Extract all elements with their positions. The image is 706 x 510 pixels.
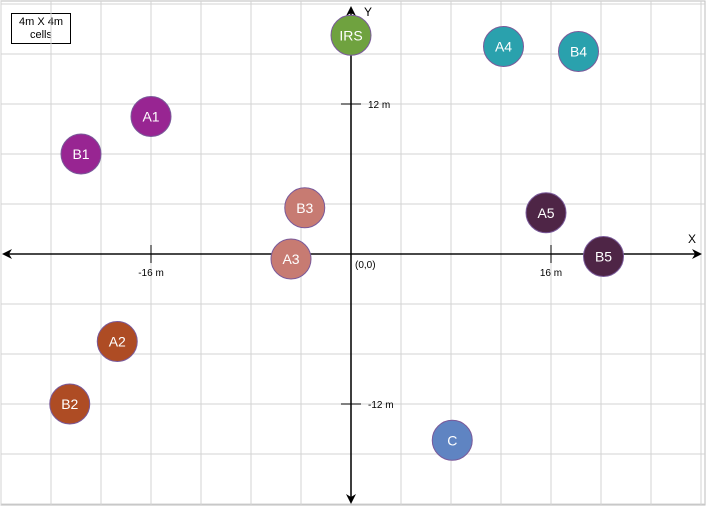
node-label: IRS <box>339 27 362 43</box>
legend-line-1: 4m X 4m <box>18 16 63 28</box>
x-tick-label: -16 m <box>138 268 164 279</box>
node-markers: IRS A4 B4 A1 B1 B3 A3 A5 B5 A2 B2 C <box>49 14 624 461</box>
node-label: A3 <box>282 251 299 267</box>
node-label: B1 <box>72 146 89 162</box>
legend-line-2: cells <box>29 29 52 41</box>
y-tick-label: -12 m <box>368 400 394 411</box>
node-circle <box>583 236 624 277</box>
node-label: B2 <box>61 396 78 412</box>
node-b3: B3 <box>284 187 326 229</box>
x-tick-label: 16 m <box>540 268 562 279</box>
x-axis-label: X <box>688 232 696 246</box>
y-axis-label: Y <box>364 5 372 19</box>
node-a5: A5 <box>525 192 567 234</box>
node-circle <box>96 321 138 362</box>
node-b4: B4 <box>558 31 599 72</box>
axis-ticks: -16 m 16 m 12 m -12 m <box>138 100 562 411</box>
node-circle <box>270 238 312 280</box>
node-b1: B1 <box>60 133 102 175</box>
node-b2: B2 <box>49 383 91 425</box>
node-label: A2 <box>109 334 126 350</box>
node-c: C <box>431 419 473 461</box>
node-irs: IRS <box>330 14 372 56</box>
node-circle <box>284 187 326 229</box>
origin-label: (0,0) <box>355 260 376 271</box>
node-a1: A1 <box>130 96 172 137</box>
cell-size-legend: 4m X 4m cells <box>11 13 71 44</box>
node-label: B4 <box>570 44 587 60</box>
node-circle <box>525 192 567 234</box>
node-a4: A4 <box>483 26 524 67</box>
node-circle <box>49 383 91 425</box>
node-b5: B5 <box>583 236 624 277</box>
node-label: B3 <box>296 200 313 216</box>
node-circle <box>483 26 524 67</box>
node-circle <box>60 133 102 175</box>
node-a2: A2 <box>96 321 138 362</box>
node-circle <box>130 96 172 137</box>
node-circle <box>558 31 599 72</box>
y-tick-label: 12 m <box>368 100 390 111</box>
node-label: C <box>447 432 457 448</box>
node-label: B5 <box>595 249 612 265</box>
node-label: A4 <box>495 39 512 55</box>
node-circle <box>330 14 372 56</box>
node-label: A1 <box>142 109 159 125</box>
node-label: A5 <box>537 205 554 221</box>
node-a3: A3 <box>270 238 312 280</box>
node-circle <box>431 419 473 461</box>
